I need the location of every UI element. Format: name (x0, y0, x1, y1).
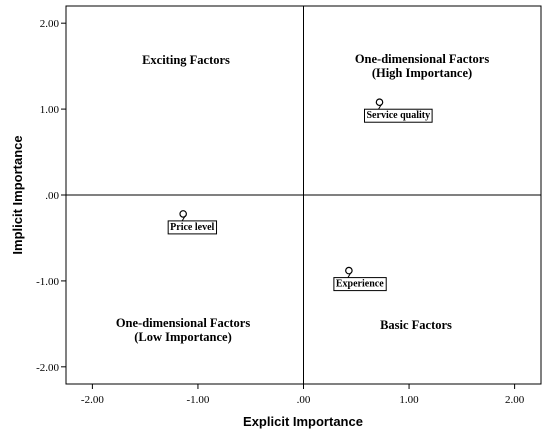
quadrant-label-line: One-dimensional Factors (116, 316, 251, 330)
data-point-label-box (364, 108, 433, 123)
x-tick-label: .00 (297, 394, 311, 406)
x-tick-label: -1.00 (186, 394, 209, 406)
x-axis-ticks: -2.00 -1.00 .00 1.00 2.00 (81, 384, 525, 406)
data-point-label-box (167, 220, 218, 235)
quadrant-label-line: Exciting Factors (142, 53, 230, 67)
y-tick-label: -1.00 (36, 276, 59, 288)
quadrant-labels: Exciting Factors One-dimensional Factors(… (116, 52, 490, 344)
y-tick-label: 2.00 (40, 18, 60, 30)
data-point-group: Service quality (364, 98, 433, 123)
data-point-label: Service quality (367, 110, 431, 121)
data-point-leader (181, 215, 186, 222)
x-tick-label: 2.00 (505, 394, 525, 406)
data-point-group: Price level (167, 210, 218, 235)
y-axis-ticks: 2.00 1.00 .00 -1.00 -2.00 (36, 18, 66, 374)
quadrant-label-top-left: Exciting Factors (142, 53, 230, 67)
data-point-marker (375, 98, 384, 107)
data-point-group: Experience (333, 266, 387, 292)
data-point-label: Experience (336, 279, 384, 290)
quadrant-label-line: Basic Factors (380, 318, 452, 332)
x-axis-title: Explicit Importance (243, 414, 363, 429)
y-tick-label: .00 (45, 190, 59, 202)
data-point-marker (345, 266, 353, 275)
quadrant-label-line: (High Importance) (372, 66, 472, 80)
x-tick-label: 1.00 (399, 394, 419, 406)
x-tick-label: -2.00 (81, 394, 104, 406)
quadrant-label-bottom-right: Basic Factors (380, 318, 452, 332)
quadrant-label-line: One-dimensional Factors (355, 52, 490, 66)
reference-lines (66, 6, 541, 384)
quadrant-label-bottom-left: One-dimensional Factors (Low Importance) (116, 316, 251, 344)
data-point-leader (347, 272, 352, 278)
data-point-marker (179, 210, 187, 218)
data-point-label: Price level (170, 222, 214, 233)
y-tick-label: 1.00 (40, 104, 60, 116)
quadrant-label-line: (Low Importance) (134, 330, 232, 344)
data-point-leader (378, 103, 382, 110)
data-points: Service quality Price level Experience (167, 98, 433, 292)
y-axis-title: Implicit Importance (10, 135, 25, 254)
quadrant-label-top-right: One-dimensional Factors (High Importance) (355, 52, 490, 80)
data-point-label-box (333, 277, 387, 292)
y-tick-label: -2.00 (36, 362, 59, 374)
